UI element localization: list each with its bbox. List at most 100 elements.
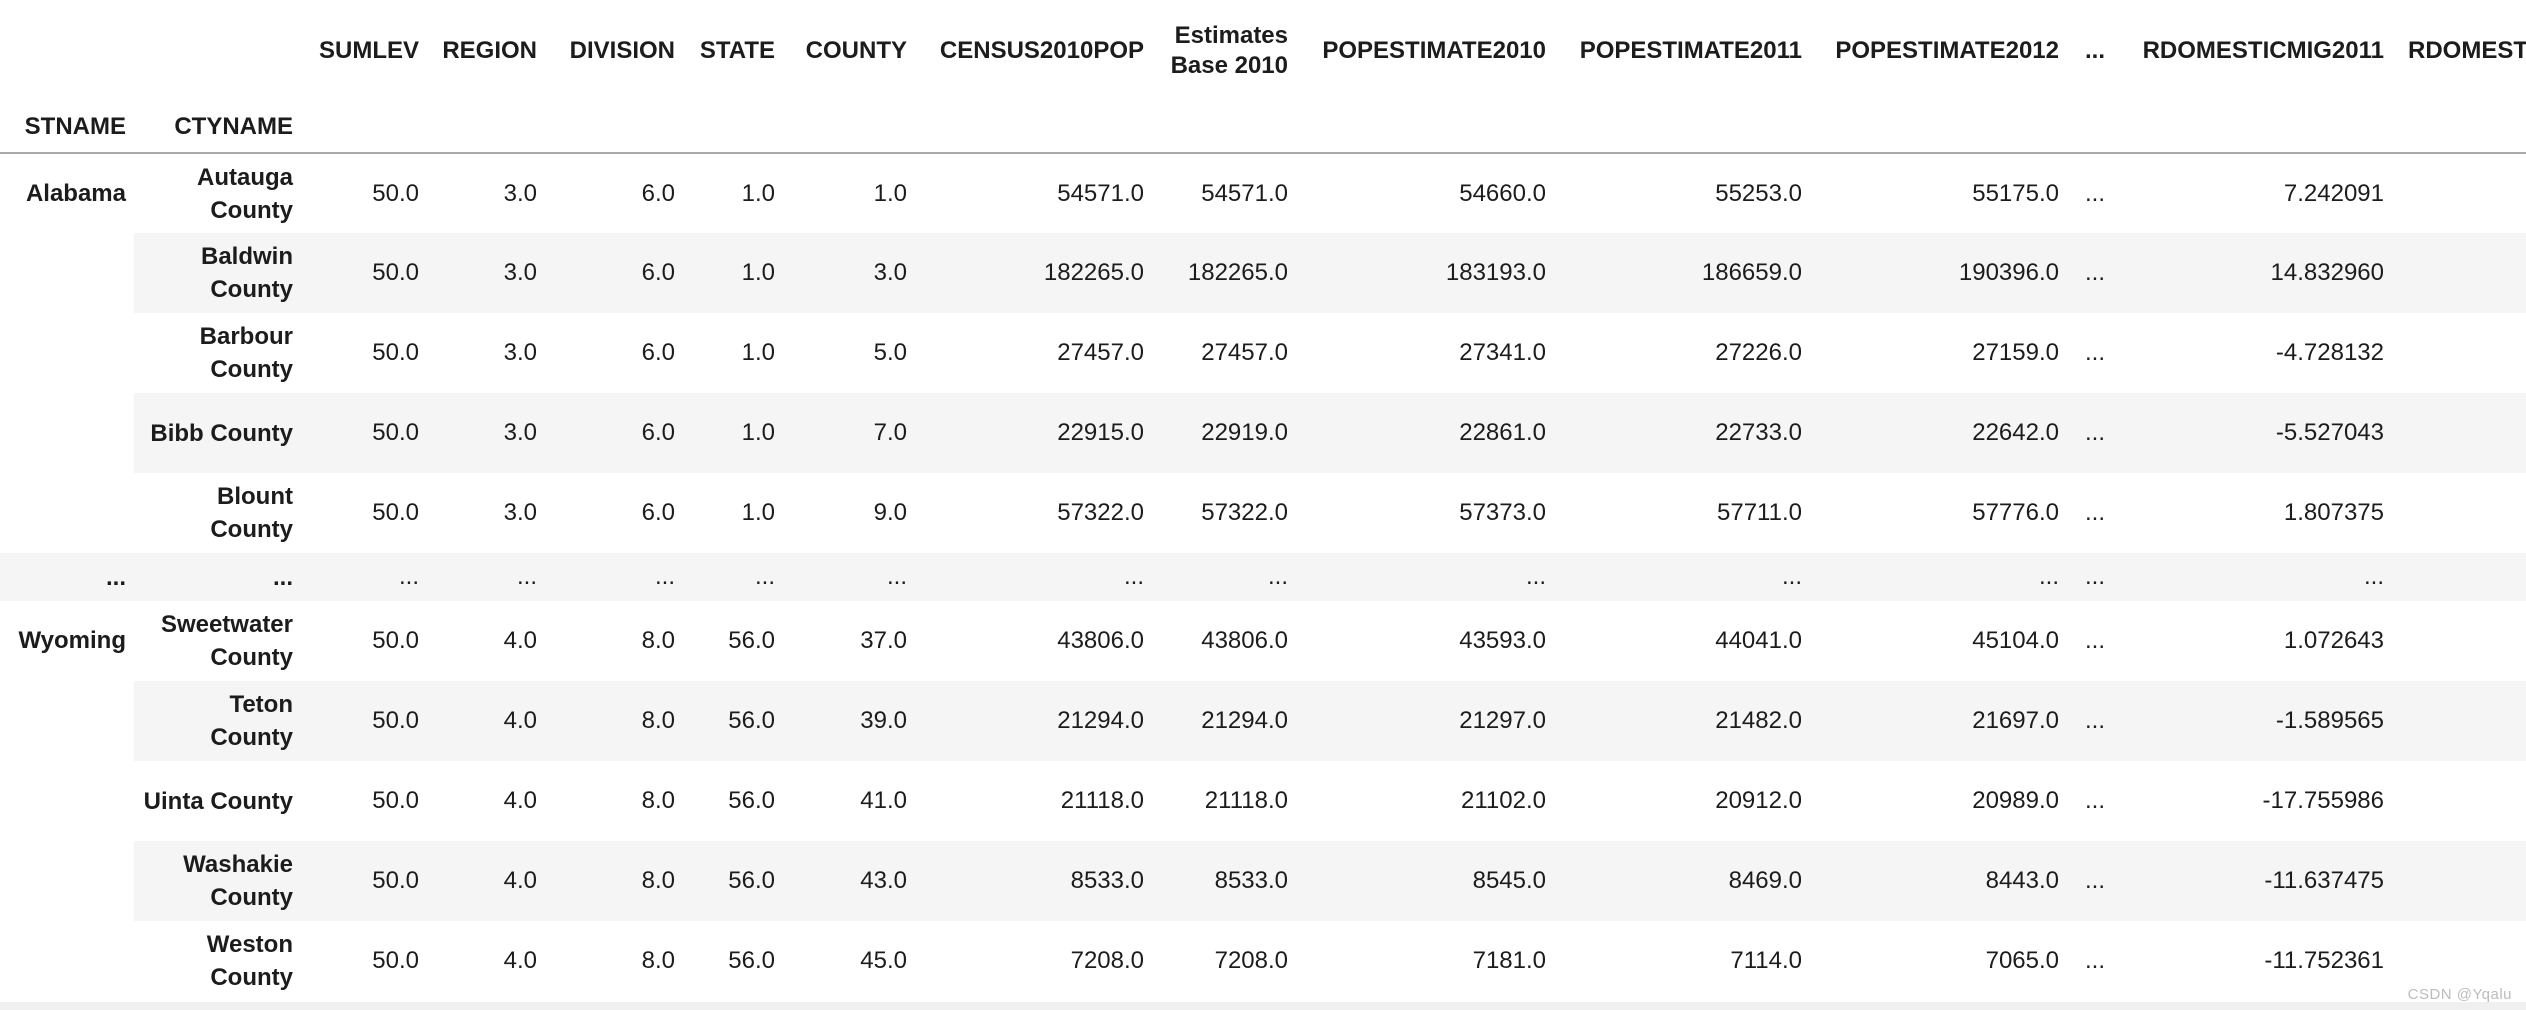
value-cell: 6.0 [641,259,675,286]
value-cell: ... [2084,339,2105,366]
column-header-county: COUNTY [805,37,907,64]
value-cell: 21297.0 [1459,707,1546,734]
value-cell: 21294.0 [1201,707,1288,734]
watermark: CSDN @Yqalu [2407,986,2512,1003]
value-cell: ... [2084,179,2105,207]
corner-blank-ctyname [134,0,301,102]
value-cell: ... [2084,867,2105,894]
value-cell: 21697.0 [1972,707,2059,734]
dataframe-body: Alabama Autauga County 50.0 3.0 6.0 1.0 1.0 545… [0,153,2526,1001]
stname-cell: ... [105,563,126,591]
value-cell: 41.0 [860,787,907,814]
value-cell: 21102.0 [1461,787,1546,814]
ctyname-cell: Sweetwater County [160,611,293,671]
value-cell: 3.0 [503,499,537,526]
value-cell: ... [398,563,419,590]
value-cell: 50.0 [372,627,419,654]
value-cell: 186659.0 [1701,259,1802,286]
value-cell: 9.0 [873,499,907,526]
column-header-popestimate2011: POPESTIMATE2011 [1579,37,1802,64]
column-header-estimates-base-2010: Estimates Base 2010 [1170,22,1288,79]
table-row: Wyoming Sweetwater County 50.0 4.0 8.0 56.0 37… [0,601,2526,1001]
value-cell: 54571.0 [1201,179,1288,207]
index-name-row: STNAME CTYNAME [0,102,2526,154]
value-cell: 43593.0 [1459,627,1546,654]
value-cell: 43.0 [860,867,907,894]
index-name-blank-0 [301,102,427,154]
value-cell: 22915.0 [1057,419,1144,446]
corner-blank-stname [0,0,134,102]
column-header-popestimate2010: POPESTIMATE2010 [1322,37,1546,64]
index-name-stname: STNAME [0,102,134,154]
value-cell: 4.0 [503,867,537,894]
value-cell [2392,313,2526,393]
value-cell: ... [2084,787,2105,814]
value-cell: 8533.0 [1214,867,1288,894]
value-cell [2392,601,2526,681]
value-cell: 8469.0 [1728,867,1802,894]
value-cell: ... [1781,563,1802,590]
ctyname-cell: Barbour County [199,323,293,383]
column-header-region: REGION [442,37,537,64]
value-cell: 3.0 [503,419,537,446]
value-cell: 8.0 [641,627,675,654]
value-cell: 43806.0 [1057,627,1144,654]
ctyname-cell: ... [272,563,293,591]
stname-cell: Wyoming [0,601,134,1001]
value-cell: 54571.0 [1057,179,1144,207]
value-cell: 1.0 [873,179,907,207]
value-cell: 20989.0 [1972,787,2059,814]
value-cell: 4.0 [503,787,537,814]
index-name-blank-7 [1296,102,1554,154]
column-header-popestimate2012: POPESTIMATE2012 [1835,37,2059,64]
value-cell: 56.0 [728,867,775,894]
value-cell: 50.0 [372,947,419,974]
value-cell: 4.0 [503,627,537,654]
column-header-row: SUMLEV REGION DIVISION STATE COUNTY CENSUS201… [0,0,2526,102]
value-cell: 55175.0 [1972,179,2059,207]
table-row: Alabama Autauga County 50.0 3.0 6.0 1.0 1.0 545… [0,153,2526,553]
index-name-blank-10 [2067,102,2113,154]
value-cell: 7181.0 [1472,947,1546,974]
index-name-blank-4 [783,102,915,154]
value-cell: -11.752361 [2264,947,2384,974]
column-header--: ... [2084,37,2105,64]
value-cell: ... [1525,563,1546,590]
value-cell: 43806.0 [1201,627,1288,654]
dataframe-header: SUMLEV REGION DIVISION STATE COUNTY CENSUS201… [0,0,2526,154]
value-cell [2392,233,2526,313]
value-cell: 37.0 [860,627,907,654]
value-cell: 5.0 [873,339,907,366]
value-cell: 50.0 [372,339,419,366]
value-cell: -11.637475 [2264,867,2384,894]
value-cell: 8.0 [641,867,675,894]
ctyname-cell: Autauga County [197,163,293,224]
ctyname-cell: Bibb County [150,419,293,447]
index-name-blank-3 [683,102,783,154]
value-cell: 3.0 [503,339,537,366]
value-cell: 4.0 [503,947,537,974]
value-cell: 27457.0 [1201,339,1288,366]
column-header-rdomesticmig2011: RDOMESTICMIG2011 [2142,37,2384,64]
value-cell: 3.0 [873,259,907,286]
value-cell: 3.0 [503,259,537,286]
value-cell: 8545.0 [1472,867,1546,894]
ctyname-cell: Blount County [210,483,293,543]
value-cell: 50.0 [372,499,419,526]
index-name-blank-8 [1554,102,1810,154]
column-header-census2010pop: CENSUS2010POP [939,37,1144,64]
value-cell: 44041.0 [1715,627,1802,654]
value-cell: 6.0 [641,339,675,366]
value-cell: 1.0 [741,499,775,526]
value-cell: 7208.0 [1070,947,1144,974]
value-cell: 7114.0 [1730,947,1802,974]
value-cell: 50.0 [372,707,419,734]
table-row: Barbour County 50.0 3.0 6.0 1.0 5.0 27457.0 274… [0,313,2526,393]
value-cell: -5.527043 [2275,419,2384,446]
ctyname-cell: Teton County [210,691,293,751]
value-cell: 1.807375 [2283,499,2384,526]
column-header-rdomest: RDOMEST [2408,37,2526,64]
value-cell: -4.728132 [2275,339,2384,366]
value-cell: 50.0 [372,419,419,446]
